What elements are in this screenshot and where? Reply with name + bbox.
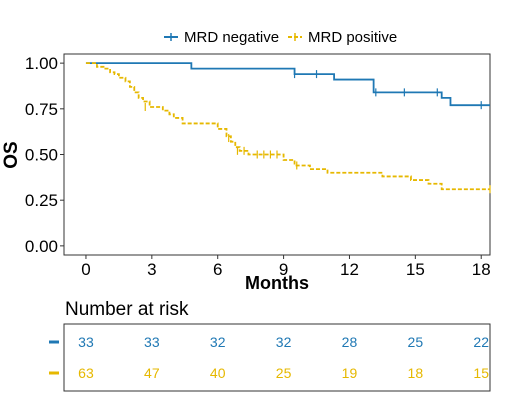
risk-count-mrd-negative: 28: [342, 334, 358, 350]
legend-item-mrd-negative: MRD negative: [164, 29, 279, 46]
y-tick-label: 0.50: [25, 146, 58, 165]
x-tick-label: 3: [147, 260, 156, 279]
x-tick-label: 12: [340, 260, 359, 279]
curve-mrd-positive: [85, 62, 490, 191]
risk-count-mrd-negative: 22: [473, 334, 489, 350]
curve-mrd-negative: [85, 62, 490, 107]
legend-label-mrd-positive: MRD positive: [308, 29, 397, 46]
x-axis-title: Months: [245, 273, 309, 293]
legend-item-mrd-positive: MRD positive: [288, 29, 397, 46]
risk-count-mrd-negative: 32: [276, 334, 292, 350]
risk-count-mrd-negative: 33: [78, 334, 94, 350]
risk-count-mrd-positive: 15: [473, 365, 489, 381]
risk-count-mrd-positive: 25: [276, 365, 292, 381]
y-tick-label: 0.75: [25, 100, 58, 119]
x-tick-label: 9: [279, 260, 288, 279]
x-tick-label: 15: [406, 260, 425, 279]
x-tick-label: 0: [81, 260, 90, 279]
legend-label-mrd-negative: MRD negative: [184, 29, 279, 46]
legend: MRD negative MRD positive: [164, 29, 397, 46]
risk-count-mrd-positive: 63: [78, 365, 94, 381]
y-tick-label: 0.00: [25, 237, 58, 256]
risk-count-mrd-positive: 19: [342, 365, 358, 381]
y-axis: 0.00 0.25 0.50 0.75 1.00: [25, 54, 64, 256]
risk-count-mrd-positive: 18: [408, 365, 424, 381]
y-tick-label: 1.00: [25, 54, 58, 73]
y-tick-label: 0.25: [25, 191, 58, 210]
risk-table-title: Number at risk: [65, 299, 189, 320]
risk-count-mrd-negative: 33: [144, 334, 160, 350]
survival-curves: [85, 62, 491, 194]
risk-count-mrd-positive: 47: [144, 365, 160, 381]
x-tick-label: 18: [472, 260, 491, 279]
y-axis-title: OS: [1, 141, 22, 168]
risk-count-mrd-negative: 25: [408, 334, 424, 350]
x-axis: 0 3 6 9 12 15 18: [81, 255, 491, 279]
risk-table: 33 33 32 32 28 25 22 63 47 40 25 19 18 15: [49, 334, 489, 381]
x-tick-label: 6: [213, 260, 222, 279]
risk-table-panel: [63, 323, 491, 392]
risk-count-mrd-negative: 32: [210, 334, 226, 350]
risk-count-mrd-positive: 40: [210, 365, 226, 381]
